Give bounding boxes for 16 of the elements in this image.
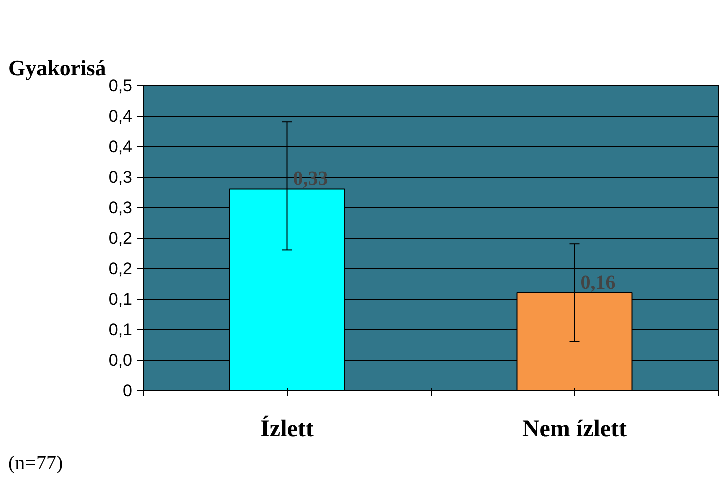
y-tick-label: 0,2 (108, 229, 133, 248)
y-tick-label: 0,2 (108, 260, 133, 278)
data-label: 0,16 (580, 272, 616, 294)
y-tick-label: 0,5 (108, 76, 133, 96)
y-tick-label: 0,1 (108, 320, 133, 340)
chart-title: Gyakorisá (8, 56, 106, 80)
y-tick-label: 0,4 (108, 107, 133, 126)
y-tick-label: 0,3 (108, 198, 133, 218)
x-tick-label: Nem ízlett (522, 416, 628, 442)
y-tick-label: 0 (123, 382, 133, 400)
y-tick-label: 0,4 (108, 138, 133, 156)
y-tick-label: 0,1 (108, 290, 133, 309)
x-tick-label: Ízlett (260, 416, 314, 442)
text: (n=77) (8, 452, 64, 474)
y-tick-label: 0,0 (108, 351, 133, 370)
y-tick-label: 0,3 (108, 168, 133, 187)
